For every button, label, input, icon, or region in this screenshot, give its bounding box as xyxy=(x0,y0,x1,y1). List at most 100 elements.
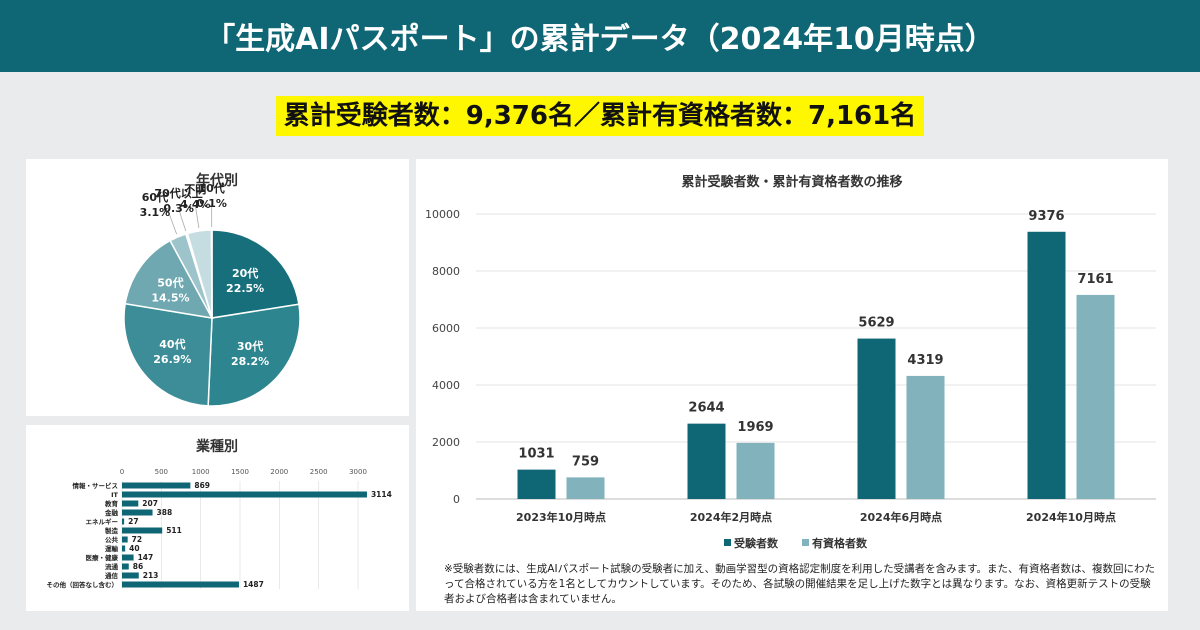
pie-category-label: 不明 xyxy=(184,183,206,196)
hbar-value-label: 213 xyxy=(143,571,159,580)
vbar-value-label: 9376 xyxy=(1028,209,1064,224)
pie-percent-label: 0.3% xyxy=(163,202,194,215)
hbar-category-label: 教育 xyxy=(104,499,119,508)
hbar-bar xyxy=(122,581,239,588)
hbar-category-label: その他（回答なし含む） xyxy=(47,580,119,589)
pie-title: 年代別 xyxy=(196,172,238,189)
pie-slice xyxy=(124,239,214,319)
hbar-bar xyxy=(122,563,129,570)
vbar-bar xyxy=(1027,231,1066,499)
hbar-value-label: 147 xyxy=(138,553,154,562)
industry-bar-chart: 業種別 0 500 1000 1500 2000 2500 3000 869 情報・サービス 311… xyxy=(47,438,392,589)
hbar-tick-label: 2500 xyxy=(310,468,328,476)
vbar-value-label: 4319 xyxy=(907,353,943,368)
vbar-category-label: 2023年10月時点 xyxy=(516,510,606,524)
page-title: 「生成AIパスポート」の累計データ（2024年10月時点） xyxy=(205,22,995,57)
hbar-value-label: 207 xyxy=(142,499,158,508)
hbar-value-label: 40 xyxy=(129,544,139,553)
hbar-tick-label: 1000 xyxy=(192,468,210,476)
hbar-category-label: 運輸 xyxy=(105,544,119,553)
vbar-tick-label: 2000 xyxy=(432,436,460,449)
footnote: ※受験者数には、生成AIパスポート試験の受験者に加え、動画学習型の資格認定制度を… xyxy=(444,563,1156,605)
hbar-bar xyxy=(122,482,191,489)
pie-category-label: 70代以上 xyxy=(154,186,202,200)
hbar-category-label: IT xyxy=(111,491,118,499)
hbar-category-label: 公共 xyxy=(105,535,119,544)
hbar-category-label: 流通 xyxy=(105,562,119,571)
pie-slice xyxy=(210,229,213,319)
hbar-value-label: 72 xyxy=(132,535,142,544)
hbar-bar xyxy=(122,491,367,498)
pie-category-label: 20代 xyxy=(232,266,258,280)
vbar-tick-label: 10000 xyxy=(425,208,460,221)
pie-category-label: 30代 xyxy=(237,339,263,353)
hbar-category-label: 医療・健康 xyxy=(86,553,119,562)
hbar-bar xyxy=(122,572,139,579)
vbar-tick-label: 0 xyxy=(453,493,460,506)
vbar-bar xyxy=(857,338,896,499)
vbar-tick-label: 4000 xyxy=(432,379,460,392)
pie-leader-line xyxy=(194,205,200,229)
legend-swatch xyxy=(802,539,809,546)
hbar-bar xyxy=(122,500,139,507)
vbar-title: 累計受験者数・累計有資格者数の推移 xyxy=(681,174,902,190)
vbar-tick-label: 8000 xyxy=(432,265,460,278)
hbar-category-label: 情報・サービス xyxy=(73,481,119,490)
vbar-category-label: 2024年10月時点 xyxy=(1026,510,1116,524)
vbar-bar xyxy=(906,375,945,499)
age-pie-chart: 年代別 20代 22.5% 30代 28.2% 40代 26.9% 50代 14.5% 60代 3.… xyxy=(123,172,301,407)
hbar-value-label: 27 xyxy=(128,517,138,526)
pie-slice xyxy=(123,302,213,407)
hbar-bar xyxy=(122,545,126,552)
vbar-value-label: 1031 xyxy=(518,447,554,462)
pie-percent-label: 28.2% xyxy=(231,355,269,368)
vbar-tick-label: 6000 xyxy=(432,322,460,335)
hbar-bar xyxy=(122,554,134,561)
pie-category-label: 60代 xyxy=(142,190,168,204)
hbar-category-label: 金融 xyxy=(104,508,119,517)
trend-chart-panel: 累計受験者数・累計有資格者数の推移 0 2000 4000 6000 8000 10000 1… xyxy=(416,159,1168,611)
vbar-category-label: 2024年6月時点 xyxy=(860,510,942,524)
pie-category-label: 40代 xyxy=(159,337,185,351)
hbar-value-label: 3114 xyxy=(371,490,392,499)
hbar-tick-label: 0 xyxy=(120,468,124,476)
hbar-bar xyxy=(122,536,128,543)
vbar-bar xyxy=(736,442,775,499)
trend-bar-chart: 累計受験者数・累計有資格者数の推移 0 2000 4000 6000 8000 10000 1… xyxy=(425,174,1156,550)
vbar-bar xyxy=(517,469,556,499)
pie-category-label: 50代 xyxy=(157,275,183,289)
hbar-value-label: 869 xyxy=(194,481,210,490)
pie-percent-label: 4.4% xyxy=(180,198,211,211)
vbar-value-label: 2644 xyxy=(688,401,724,416)
vbar-bar xyxy=(566,477,605,499)
pie-percent-label: 26.9% xyxy=(153,353,191,366)
hbar-tick-label: 2000 xyxy=(270,468,288,476)
pie-slice xyxy=(207,303,301,407)
hbar-value-label: 86 xyxy=(133,562,143,571)
page-header: 「生成AIパスポート」の累計データ（2024年10月時点） xyxy=(0,0,1200,72)
hbar-title: 業種別 xyxy=(195,438,238,455)
pie-percent-label: 14.5% xyxy=(151,291,189,304)
pie-percent-label: 0.1% xyxy=(196,197,227,210)
summary-banner: 累計受験者数：9,376名／累計有資格者数：7,161名 xyxy=(275,96,925,136)
vbar-value-label: 5629 xyxy=(858,316,894,331)
hbar-category-label: 製造 xyxy=(104,526,119,535)
vbar-value-label: 759 xyxy=(572,454,599,469)
legend-swatch xyxy=(724,539,731,546)
hbar-tick-label: 1500 xyxy=(231,468,249,476)
hbar-bar xyxy=(122,518,125,525)
hbar-tick-label: 3000 xyxy=(349,468,367,476)
hbar-value-label: 1487 xyxy=(243,580,264,589)
legend-label: 有資格者数 xyxy=(812,536,868,550)
hbar-value-label: 511 xyxy=(166,526,182,535)
vbar-value-label: 7161 xyxy=(1077,272,1113,287)
hbar-category-label: エネルギー xyxy=(86,517,119,526)
vbar-value-label: 1969 xyxy=(737,420,773,435)
hbar-value-label: 388 xyxy=(157,508,173,517)
pie-category-label: 10代 xyxy=(198,181,224,195)
hbar-tick-label: 500 xyxy=(155,468,168,476)
vbar-bar xyxy=(1076,294,1115,499)
pie-leader-line xyxy=(168,212,178,235)
industry-chart-panel: 業種別 0 500 1000 1500 2000 2500 3000 869 情報・サービス 311… xyxy=(26,425,409,611)
pie-percent-label: 22.5% xyxy=(226,282,264,295)
